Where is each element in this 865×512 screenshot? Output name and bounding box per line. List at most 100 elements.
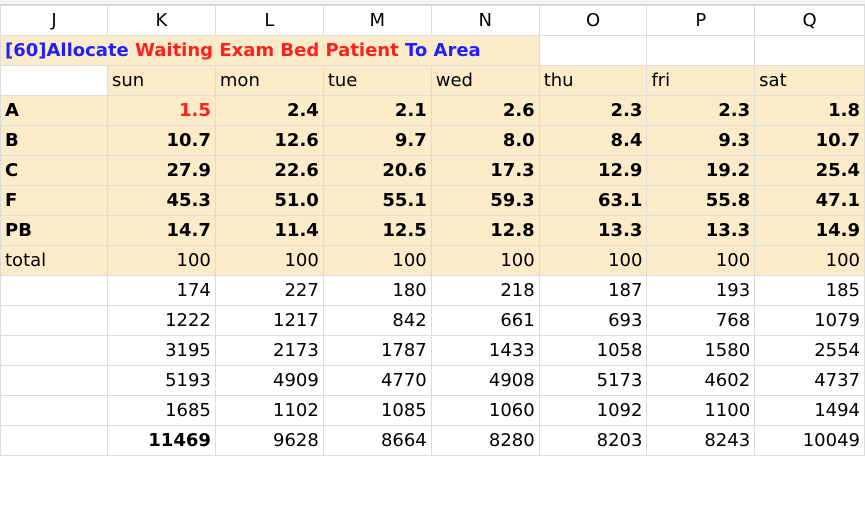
count-cell[interactable]: 1494 — [754, 395, 865, 426]
total-cell[interactable]: 100 — [538, 245, 648, 276]
pct-cell[interactable]: 47.1 — [754, 185, 865, 216]
pct-cell[interactable]: 20.6 — [322, 155, 432, 186]
column-header-N[interactable]: N — [430, 5, 540, 36]
cell[interactable] — [0, 425, 108, 456]
count-cell[interactable]: 187 — [538, 275, 648, 306]
pct-cell[interactable]: 2.4 — [214, 95, 324, 126]
pct-cell[interactable]: 2.6 — [430, 95, 540, 126]
count-cell[interactable]: 1787 — [322, 335, 432, 366]
pct-cell[interactable]: 22.6 — [214, 155, 324, 186]
count-cell[interactable]: 1685 — [106, 395, 216, 426]
pct-cell[interactable]: 19.2 — [646, 155, 756, 186]
count-cell[interactable]: 4770 — [322, 365, 432, 396]
day-label[interactable]: thu — [538, 65, 648, 96]
count-cell[interactable]: 5193 — [106, 365, 216, 396]
count-cell[interactable]: 1580 — [646, 335, 756, 366]
cell[interactable] — [0, 365, 108, 396]
row-label[interactable]: total — [0, 245, 108, 276]
pct-cell[interactable]: 1.8 — [754, 95, 865, 126]
count-cell[interactable]: 11469 — [106, 425, 216, 456]
count-cell[interactable]: 842 — [322, 305, 432, 336]
count-cell[interactable]: 1102 — [214, 395, 324, 426]
pct-cell[interactable]: 59.3 — [430, 185, 540, 216]
day-label[interactable]: fri — [646, 65, 756, 96]
pct-cell[interactable]: 9.7 — [322, 125, 432, 156]
count-cell[interactable]: 10049 — [754, 425, 865, 456]
cell[interactable] — [538, 35, 648, 66]
count-cell[interactable]: 174 — [106, 275, 216, 306]
count-cell[interactable]: 8203 — [538, 425, 648, 456]
pct-cell[interactable]: 2.1 — [322, 95, 432, 126]
pct-cell[interactable]: 17.3 — [430, 155, 540, 186]
pct-cell[interactable]: 9.3 — [646, 125, 756, 156]
day-label[interactable]: sat — [754, 65, 865, 96]
pct-cell[interactable]: 27.9 — [106, 155, 216, 186]
cell[interactable] — [0, 65, 108, 96]
total-cell[interactable]: 100 — [322, 245, 432, 276]
count-cell[interactable]: 4737 — [754, 365, 865, 396]
pct-cell[interactable]: 8.4 — [538, 125, 648, 156]
count-cell[interactable]: 2173 — [214, 335, 324, 366]
count-cell[interactable]: 4908 — [430, 365, 540, 396]
total-cell[interactable]: 100 — [214, 245, 324, 276]
count-cell[interactable]: 8243 — [646, 425, 756, 456]
count-cell[interactable]: 5173 — [538, 365, 648, 396]
column-header-P[interactable]: P — [646, 5, 756, 36]
total-cell[interactable]: 100 — [646, 245, 756, 276]
pct-cell[interactable]: 1.5 — [106, 95, 216, 126]
column-header-L[interactable]: L — [214, 5, 324, 36]
pct-cell[interactable]: 12.9 — [538, 155, 648, 186]
count-cell[interactable]: 2554 — [754, 335, 865, 366]
count-cell[interactable]: 1060 — [430, 395, 540, 426]
count-cell[interactable]: 8664 — [322, 425, 432, 456]
pct-cell[interactable]: 13.3 — [538, 215, 648, 246]
column-header-M[interactable]: M — [322, 5, 432, 36]
pct-cell[interactable]: 8.0 — [430, 125, 540, 156]
row-label[interactable]: C — [0, 155, 108, 186]
pct-cell[interactable]: 12.6 — [214, 125, 324, 156]
pct-cell[interactable]: 45.3 — [106, 185, 216, 216]
column-header-Q[interactable]: Q — [754, 5, 865, 36]
pct-cell[interactable]: 2.3 — [538, 95, 648, 126]
count-cell[interactable]: 4602 — [646, 365, 756, 396]
count-cell[interactable]: 8280 — [430, 425, 540, 456]
count-cell[interactable]: 768 — [646, 305, 756, 336]
count-cell[interactable]: 193 — [646, 275, 756, 306]
count-cell[interactable]: 180 — [322, 275, 432, 306]
sheet-title-cell[interactable]: [60]Allocate Waiting Exam Bed Patient To… — [0, 35, 540, 66]
cell[interactable] — [754, 35, 865, 66]
cell[interactable] — [646, 35, 756, 66]
count-cell[interactable]: 1085 — [322, 395, 432, 426]
row-label[interactable]: PB — [0, 215, 108, 246]
total-cell[interactable]: 100 — [106, 245, 216, 276]
count-cell[interactable]: 218 — [430, 275, 540, 306]
pct-cell[interactable]: 25.4 — [754, 155, 865, 186]
count-cell[interactable]: 3195 — [106, 335, 216, 366]
pct-cell[interactable]: 13.3 — [646, 215, 756, 246]
pct-cell[interactable]: 14.7 — [106, 215, 216, 246]
day-label[interactable]: mon — [214, 65, 324, 96]
count-cell[interactable]: 1079 — [754, 305, 865, 336]
day-label[interactable]: sun — [106, 65, 216, 96]
row-label[interactable]: A — [0, 95, 108, 126]
count-cell[interactable]: 1433 — [430, 335, 540, 366]
pct-cell[interactable]: 2.3 — [646, 95, 756, 126]
day-label[interactable]: wed — [430, 65, 540, 96]
pct-cell[interactable]: 10.7 — [754, 125, 865, 156]
total-cell[interactable]: 100 — [754, 245, 865, 276]
count-cell[interactable]: 693 — [538, 305, 648, 336]
pct-cell[interactable]: 14.9 — [754, 215, 865, 246]
day-label[interactable]: tue — [322, 65, 432, 96]
count-cell[interactable]: 9628 — [214, 425, 324, 456]
row-label[interactable]: F — [0, 185, 108, 216]
pct-cell[interactable]: 55.8 — [646, 185, 756, 216]
cell[interactable] — [0, 305, 108, 336]
count-cell[interactable]: 1222 — [106, 305, 216, 336]
pct-cell[interactable]: 55.1 — [322, 185, 432, 216]
cell[interactable] — [0, 395, 108, 426]
pct-cell[interactable]: 51.0 — [214, 185, 324, 216]
pct-cell[interactable]: 11.4 — [214, 215, 324, 246]
count-cell[interactable]: 661 — [430, 305, 540, 336]
column-header-O[interactable]: O — [538, 5, 648, 36]
count-cell[interactable]: 1058 — [538, 335, 648, 366]
